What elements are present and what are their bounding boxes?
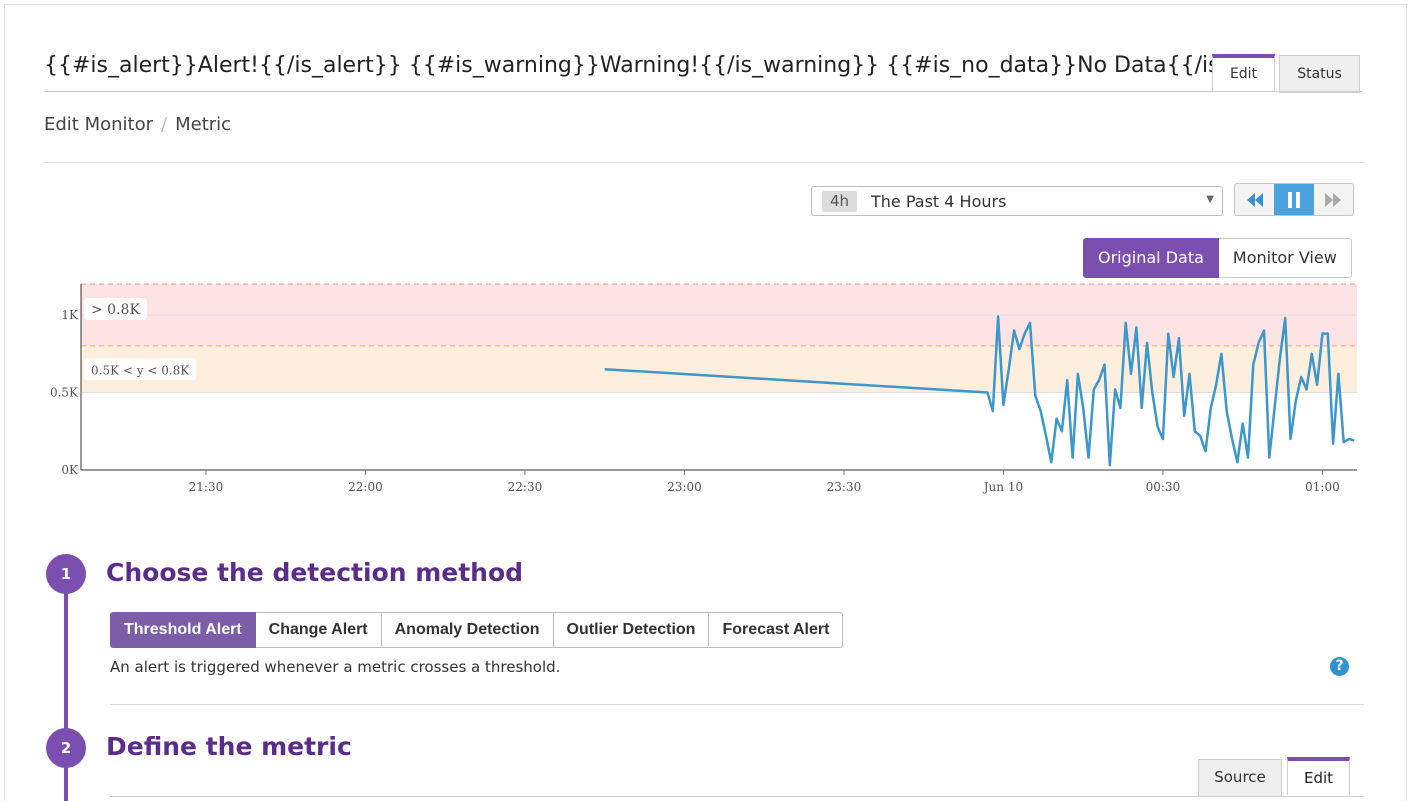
x-tick-label: 22:30 — [508, 480, 543, 494]
svg-text:0.5K < y < 0.8K: 0.5K < y < 0.8K — [91, 363, 190, 377]
x-tick-label: 22:00 — [348, 480, 383, 494]
time-range-badge: 4h — [822, 191, 858, 212]
threshold-labels: > 0.8K 0.5K < y < 0.8K — [84, 298, 197, 381]
step-number-2: 2 — [46, 728, 86, 768]
change-alert-button[interactable]: Change Alert — [255, 612, 382, 648]
rewind-icon — [1246, 192, 1263, 207]
threshold-label: > 0.8K — [84, 298, 147, 320]
time-range-label: The Past 4 Hours — [871, 192, 1007, 211]
metric-chart: 0K 0.5K 1K 21:30 22:00 22:30 23:00 23:30 Jun 10… — [50, 283, 1357, 494]
playback-controls — [1234, 183, 1354, 216]
fast-forward-button[interactable] — [1314, 184, 1353, 215]
tab-underline — [1212, 91, 1362, 92]
tab-source[interactable]: Source — [1198, 759, 1282, 797]
breadcrumb-current: Metric — [175, 114, 232, 135]
breadcrumb: Edit Monitor / Metric — [44, 114, 231, 135]
outlier-detection-button[interactable]: Outlier Detection — [553, 612, 710, 648]
breadcrumb-parent[interactable]: Edit Monitor — [44, 114, 154, 135]
fast-forward-icon — [1325, 192, 1342, 207]
threshold-label: 0.5K < y < 0.8K — [84, 358, 197, 381]
tab-edit[interactable]: Edit — [1212, 54, 1275, 92]
tab-metric-edit[interactable]: Edit — [1287, 757, 1350, 795]
x-tick-label: 21:30 — [189, 480, 224, 494]
series-line — [604, 315, 1355, 467]
step-title-1: Choose the detection method — [106, 558, 524, 587]
monitor-title-input[interactable]: {{#is_alert}}Alert!{{/is_alert}} {{#is_w… — [44, 46, 1212, 92]
chevron-down-icon: ▼ — [1206, 194, 1214, 205]
detection-description: An alert is triggered whenever a metric … — [110, 658, 561, 676]
divider — [110, 704, 1364, 705]
step-number-1: 1 — [46, 554, 86, 594]
x-tick-label: 01:00 — [1305, 480, 1340, 494]
detection-method-group: Threshold Alert Change Alert Anomaly Det… — [110, 612, 844, 648]
help-icon[interactable]: ? — [1330, 657, 1349, 676]
threshold-alert-button[interactable]: Threshold Alert — [110, 612, 256, 648]
y-tick-label: 1K — [61, 308, 79, 322]
anomaly-detection-button[interactable]: Anomaly Detection — [381, 612, 554, 648]
forecast-alert-button[interactable]: Forecast Alert — [709, 612, 844, 648]
y-tick-label: 0K — [61, 463, 79, 477]
pause-icon — [1287, 191, 1300, 208]
y-axis: 0K 0.5K 1K — [50, 284, 1357, 477]
x-axis: 21:30 22:00 22:30 23:00 23:30 Jun 10 00:30 01:0… — [189, 470, 1340, 494]
time-range-select[interactable]: 4h The Past 4 Hours ▼ — [811, 186, 1223, 216]
pause-button[interactable] — [1274, 184, 1314, 215]
tab-status[interactable]: Status — [1279, 55, 1360, 93]
x-tick-label: Jun 10 — [982, 480, 1023, 494]
x-tick-label: 23:30 — [827, 480, 862, 494]
x-tick-label: 23:00 — [667, 480, 702, 494]
view-toggle: Original Data Monitor View — [1083, 238, 1352, 278]
monitor-view-button[interactable]: Monitor View — [1218, 238, 1352, 278]
divider — [110, 796, 1364, 797]
svg-text:> 0.8K: > 0.8K — [91, 302, 140, 318]
x-tick-label: 00:30 — [1146, 480, 1181, 494]
steps-timeline — [64, 590, 68, 801]
original-data-button[interactable]: Original Data — [1083, 238, 1219, 278]
y-tick-label: 0.5K — [50, 386, 79, 400]
breadcrumb-separator: / — [161, 114, 168, 135]
page-frame — [4, 4, 1407, 801]
step-title-2: Define the metric — [106, 732, 352, 761]
rewind-button[interactable] — [1235, 184, 1274, 215]
divider — [44, 162, 1364, 163]
